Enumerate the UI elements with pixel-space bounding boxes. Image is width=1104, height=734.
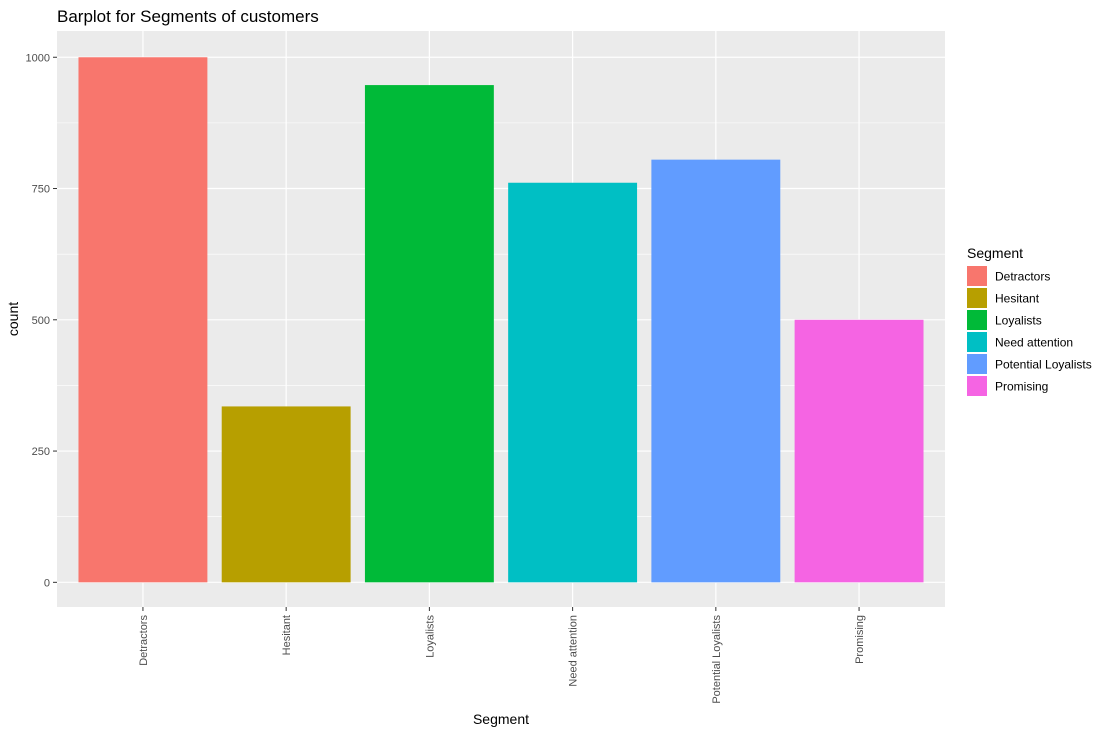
x-axis-title: Segment (473, 711, 529, 727)
bar-detractors (78, 57, 208, 583)
y-tick-label: 500 (32, 315, 50, 327)
x-tick-label: Hesitant (281, 615, 293, 655)
y-tick-label: 250 (32, 446, 50, 458)
legend-swatch (967, 332, 987, 352)
x-tick-label: Potential Loyalists (711, 615, 723, 704)
bar-promising (794, 319, 924, 583)
legend-swatch (967, 354, 987, 374)
legend-entry-label: Loyalists (995, 314, 1042, 328)
y-axis-title: count (5, 302, 21, 336)
y-tick-label: 1000 (26, 52, 50, 64)
legend: Segment Detractors Hesitant Loyalists Need … (967, 245, 1092, 396)
legend-entry-label: Promising (995, 380, 1048, 394)
bar-need-attention (508, 182, 638, 583)
x-tick-label: Loyalists (424, 615, 436, 658)
bar-loyalists (364, 85, 494, 583)
x-tick-label: Promising (854, 615, 866, 664)
legend-entry-label: Hesitant (995, 292, 1040, 306)
bars (78, 57, 924, 583)
x-tick-label: Detractors (138, 615, 150, 666)
legend-swatch (967, 288, 987, 308)
legend-swatch (967, 310, 987, 330)
x-tick-label: Need attention (568, 615, 580, 687)
legend-entry-label: Need attention (995, 336, 1073, 350)
y-tick-label: 0 (44, 577, 50, 589)
legend-entry-label: Detractors (995, 270, 1050, 284)
legend-swatch (967, 376, 987, 396)
chart-title: Barplot for Segments of customers (57, 7, 319, 26)
y-axis: 0 250 500 750 1000 (26, 52, 57, 589)
y-tick-label: 750 (32, 184, 50, 196)
legend-entry-label: Potential Loyalists (995, 358, 1092, 372)
bar-hesitant (221, 406, 351, 583)
legend-title: Segment (967, 245, 1023, 261)
bar-potential-loyalists (651, 159, 781, 583)
x-axis: Detractors Hesitant Loyalists Need attentio… (138, 607, 866, 704)
legend-swatch (967, 266, 987, 286)
